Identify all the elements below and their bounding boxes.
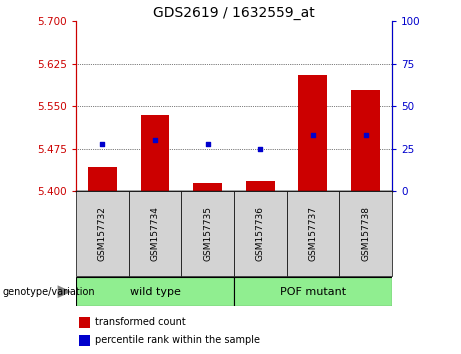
Text: GSM157734: GSM157734 bbox=[150, 206, 160, 261]
Bar bbox=[129, 191, 181, 276]
Bar bbox=[298, 75, 327, 191]
Text: percentile rank within the sample: percentile rank within the sample bbox=[95, 335, 260, 346]
Text: wild type: wild type bbox=[130, 287, 180, 297]
Bar bbox=[234, 191, 287, 276]
Text: GSM157738: GSM157738 bbox=[361, 206, 370, 261]
Text: GSM157732: GSM157732 bbox=[98, 206, 107, 261]
Bar bbox=[246, 181, 275, 191]
Bar bbox=[234, 277, 392, 306]
Text: genotype/variation: genotype/variation bbox=[2, 287, 95, 297]
Bar bbox=[76, 191, 129, 276]
Bar bbox=[287, 191, 339, 276]
Bar bbox=[141, 115, 170, 191]
Point bbox=[309, 132, 317, 138]
Point bbox=[257, 146, 264, 152]
Bar bbox=[181, 191, 234, 276]
Bar bbox=[79, 335, 90, 346]
Bar bbox=[351, 90, 380, 191]
Text: POF mutant: POF mutant bbox=[280, 287, 346, 297]
Title: GDS2619 / 1632559_at: GDS2619 / 1632559_at bbox=[153, 6, 315, 20]
Bar bbox=[79, 317, 90, 328]
Text: GSM157737: GSM157737 bbox=[308, 206, 318, 261]
Polygon shape bbox=[58, 285, 71, 298]
Bar bbox=[193, 183, 222, 191]
Bar bbox=[76, 277, 234, 306]
Text: GSM157736: GSM157736 bbox=[256, 206, 265, 261]
Point bbox=[204, 141, 211, 147]
Point bbox=[99, 141, 106, 147]
Bar bbox=[339, 191, 392, 276]
Point bbox=[362, 132, 369, 138]
Point bbox=[151, 137, 159, 143]
Bar bbox=[88, 167, 117, 191]
Text: GSM157735: GSM157735 bbox=[203, 206, 212, 261]
Text: transformed count: transformed count bbox=[95, 318, 186, 327]
